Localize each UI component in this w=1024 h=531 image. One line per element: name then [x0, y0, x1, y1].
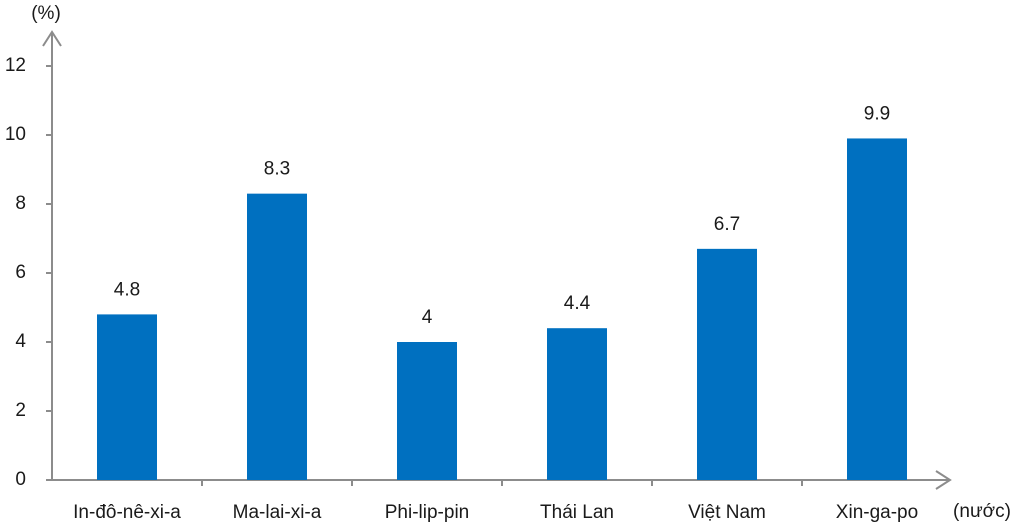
value-label: 4	[422, 307, 433, 328]
bar	[247, 193, 307, 480]
y-tick-label: 12	[5, 55, 26, 76]
bar	[547, 328, 607, 480]
y-tick-label: 0	[15, 469, 26, 490]
value-label: 4.8	[114, 279, 140, 300]
x-tick-label: Thái Lan	[540, 502, 614, 523]
x-tick-label: Xin-ga-po	[836, 502, 918, 523]
bar	[847, 138, 907, 480]
bar	[397, 342, 457, 480]
x-tick-label: In-đô-nê-xi-a	[73, 502, 181, 523]
axes	[42, 30, 952, 490]
value-label: 9.9	[864, 103, 890, 124]
x-tick-label: Phi-lip-pin	[385, 502, 469, 523]
y-axis-label: (%)	[31, 3, 61, 24]
value-label: 4.4	[564, 293, 591, 314]
x-tick-label: Ma-lai-xi-a	[233, 502, 322, 523]
y-tick-label: 6	[15, 262, 26, 283]
y-tick-label: 2	[15, 400, 26, 421]
value-label: 8.3	[264, 159, 290, 180]
y-tick-label: 8	[15, 193, 26, 214]
y-axis-arrow	[42, 30, 62, 47]
bar	[97, 314, 157, 480]
x-axis-label: (nước)	[953, 501, 1011, 522]
y-tick-label: 4	[15, 331, 26, 352]
x-axis-arrow	[935, 470, 952, 490]
y-tick-label: 10	[5, 124, 26, 145]
bar	[697, 248, 757, 480]
x-tick-label: Việt Nam	[688, 502, 766, 523]
value-label: 6.7	[714, 214, 740, 235]
